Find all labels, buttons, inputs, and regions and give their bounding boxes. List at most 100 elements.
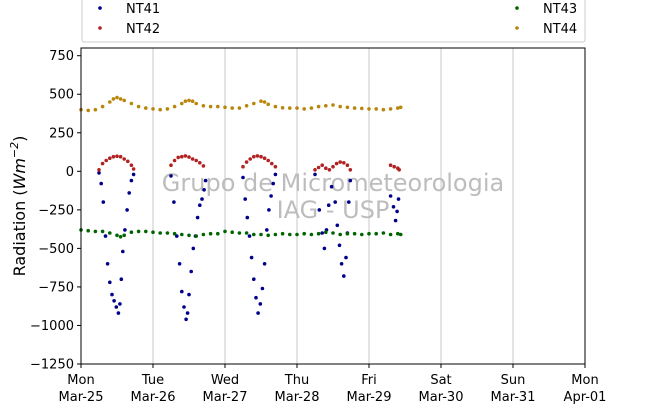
x-tick-weekday: Thu: [284, 373, 309, 388]
plot-area: Grupo de Micrometeorologia IAG - USP: [79, 47, 586, 365]
point-NT44: [111, 97, 116, 101]
point-NT44: [122, 98, 126, 103]
point-NT44: [118, 97, 123, 101]
point-NT42: [331, 164, 335, 169]
legend-marker-NT44: [515, 26, 519, 30]
point-NT41: [247, 234, 252, 238]
legend-marker-NT42: [98, 26, 102, 30]
point-NT44: [273, 104, 278, 109]
point-NT41: [119, 277, 124, 282]
point-NT42: [327, 168, 332, 172]
x-tick-date: Mar-25: [59, 390, 104, 405]
point-NT43: [288, 232, 292, 237]
x-tick-weekday: Mon: [571, 373, 598, 388]
point-NT41: [326, 203, 331, 207]
y-tick-label: 0: [66, 165, 74, 180]
y-tick-label: 250: [49, 126, 74, 141]
point-NT41: [335, 223, 340, 228]
legend-frame: [81, 0, 586, 43]
point-NT43: [324, 230, 328, 234]
point-NT41: [245, 215, 250, 220]
plot-background: [81, 48, 585, 364]
legend-label-NT43: NT43: [543, 2, 577, 17]
point-NT43: [302, 231, 307, 236]
x-tick-date: Mar-30: [419, 390, 464, 405]
point-NT43: [93, 229, 98, 234]
point-NT44: [136, 104, 141, 109]
point-NT43: [374, 231, 379, 236]
point-NT41: [347, 200, 351, 204]
point-NT44: [316, 104, 321, 109]
point-NT41: [180, 289, 184, 294]
point-NT41: [203, 178, 208, 183]
series-NT41: [97, 171, 401, 322]
point-NT42: [198, 161, 202, 165]
point-NT44: [381, 107, 386, 112]
point-NT42: [187, 155, 191, 159]
point-NT44: [194, 101, 198, 106]
point-NT41: [265, 228, 269, 232]
point-NT44: [388, 107, 393, 111]
point-NT41: [118, 302, 122, 306]
point-NT43: [388, 232, 393, 237]
point-NT41: [184, 317, 188, 322]
y-tick-label: −1000: [30, 319, 74, 334]
point-NT43: [108, 231, 112, 235]
point-NT41: [391, 205, 396, 209]
point-NT44: [208, 104, 213, 109]
point-NT42: [270, 161, 274, 166]
point-NT44: [158, 107, 162, 112]
point-NT44: [230, 106, 234, 110]
y-tick-label: 750: [49, 49, 74, 64]
point-NT42: [201, 164, 206, 168]
point-NT43: [259, 232, 263, 237]
point-NT42: [248, 157, 252, 161]
point-NT41: [339, 262, 344, 266]
point-NT43: [381, 231, 386, 235]
point-NT41: [243, 197, 247, 201]
y-tick-label: −250: [38, 203, 74, 218]
point-NT41: [169, 174, 173, 178]
point-NT41: [271, 181, 276, 186]
x-tick-date: Mar-28: [275, 390, 320, 405]
point-NT43: [86, 228, 90, 233]
point-NT41: [393, 218, 398, 223]
point-NT42: [172, 158, 177, 163]
point-NT42: [252, 154, 256, 159]
point-NT44: [216, 104, 220, 109]
point-NT42: [118, 154, 123, 159]
point-NT43: [345, 231, 350, 236]
point-NT44: [345, 105, 350, 110]
y-tick-label: −500: [38, 242, 74, 257]
point-NT42: [241, 164, 245, 169]
legend-label-NT42: NT42: [126, 22, 160, 37]
point-NT41: [200, 197, 204, 201]
point-NT41: [388, 194, 393, 198]
point-NT44: [244, 104, 249, 108]
point-NT42: [183, 154, 188, 158]
point-NT41: [320, 231, 325, 235]
legend-marker-NT41: [98, 6, 102, 10]
point-NT42: [262, 156, 267, 160]
point-NT44: [108, 100, 112, 104]
point-NT42: [273, 164, 278, 169]
point-NT44: [367, 107, 371, 111]
point-NT42: [324, 166, 328, 170]
x-tick-weekday: Tue: [141, 373, 164, 388]
point-NT41: [175, 234, 179, 238]
point-NT44: [338, 104, 343, 109]
point-NT41: [105, 262, 110, 266]
point-NT42: [266, 158, 271, 163]
point-NT43: [316, 231, 321, 236]
point-NT43: [158, 231, 162, 235]
point-NT42: [104, 158, 108, 163]
point-NT43: [237, 231, 242, 235]
point-NT42: [259, 154, 263, 159]
point-NT44: [398, 105, 403, 110]
point-NT44: [190, 99, 195, 103]
point-NT42: [348, 168, 353, 172]
legend-label-NT41: NT41: [126, 2, 160, 17]
point-NT43: [144, 229, 148, 234]
point-NT41: [182, 305, 186, 309]
point-NT43: [367, 231, 371, 236]
